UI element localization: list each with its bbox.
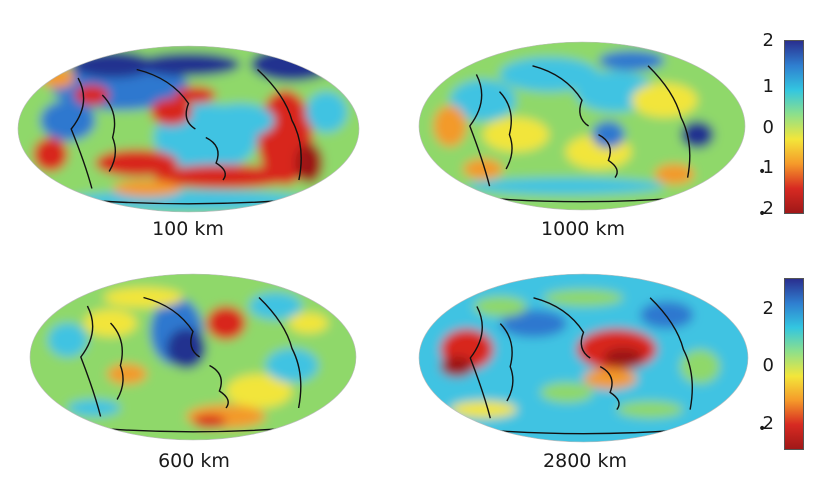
map-panel-1000km (417, 40, 747, 212)
map-caption-2800km: 2800 km (543, 450, 627, 472)
colorbar-top-tick-2: 2 (762, 30, 774, 51)
colorbar-bottom-tick-minus2: 2 (762, 413, 774, 434)
colorbar-top-minus-mark-2: • (758, 206, 767, 222)
colorbar-bottom (784, 278, 804, 450)
tomography-map-600km (29, 273, 357, 441)
tomography-map-100km (17, 45, 360, 213)
map-panel-2800km (417, 272, 750, 444)
colorbar-top-tick-0: 0 (762, 117, 774, 138)
colorbar-top-tick-minus1: 1 (762, 157, 774, 178)
tomography-map-1000km (418, 41, 746, 211)
map-panel-100km (16, 44, 361, 214)
map-panel-600km (28, 272, 358, 442)
map-caption-100km: 100 km (152, 218, 224, 240)
tomography-map-2800km (418, 273, 749, 443)
colorbar-top-tick-1: 1 (762, 76, 774, 97)
colorbar-bottom-tick-0: 0 (762, 355, 774, 376)
colorbar-bottom-minus-mark: • (758, 421, 767, 437)
colorbar-top (784, 40, 804, 214)
colorbar-bottom-tick-2: 2 (762, 298, 774, 319)
map-caption-600km: 600 km (158, 450, 230, 472)
colorbar-top-tick-minus2: 2 (762, 198, 774, 219)
map-caption-1000km: 1000 km (541, 218, 625, 240)
colorbar-top-minus-mark-1: • (758, 164, 767, 180)
